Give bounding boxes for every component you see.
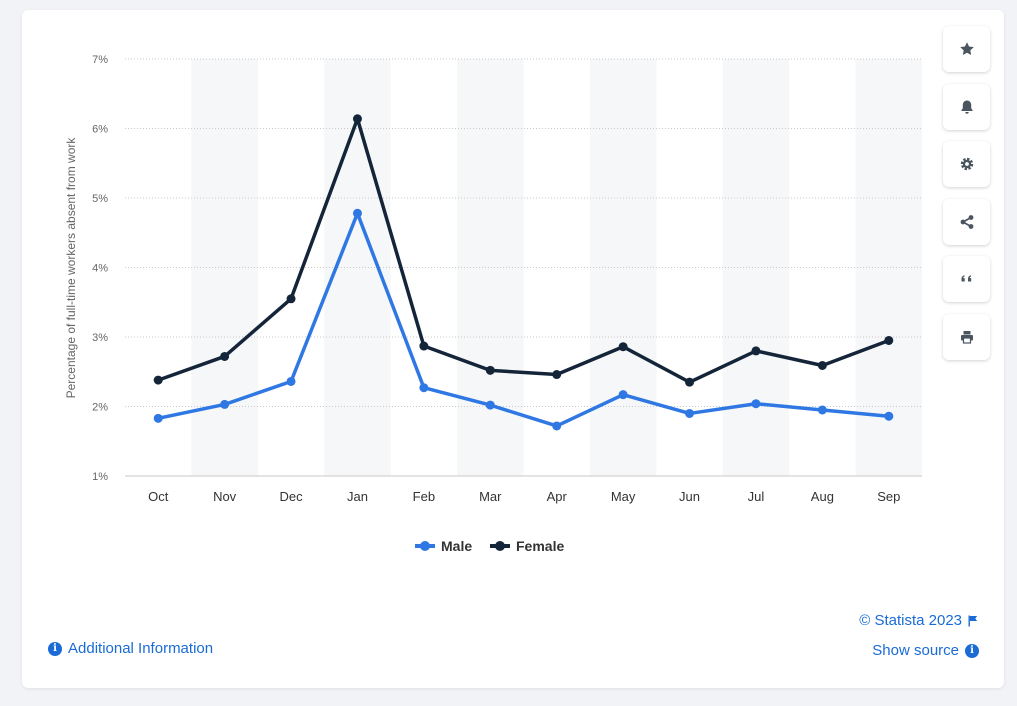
y-axis-label: Percentage of full-time workers absent f… [64,137,78,399]
additional-information-label: Additional Information [68,640,214,657]
share-button[interactable] [943,199,990,245]
additional-information-link[interactable]: i Additional Information [48,640,213,657]
x-tick-label: Apr [547,489,568,504]
female-point[interactable] [352,114,362,124]
legend-label: Female [516,538,564,554]
male-series-line [157,211,889,428]
male-point[interactable] [485,400,495,410]
x-tick-label: Sep [877,489,900,504]
legend-label: Male [441,538,472,554]
legend: Male Female [415,538,564,554]
legend-item-female[interactable]: Female [490,538,564,554]
legend-marker [495,541,505,551]
settings-button[interactable] [943,141,990,187]
x-tick-label: Jan [347,489,368,504]
female-point[interactable] [153,375,163,385]
y-tick-label: 3% [92,332,108,344]
y-tick-label: 5% [92,193,108,205]
male-point[interactable] [884,411,894,421]
y-tick-label: 7% [92,54,108,66]
x-tick-label: Jul [748,489,765,504]
female-point[interactable] [220,351,230,361]
female-point[interactable] [751,346,761,356]
x-tick-label: Mar [479,489,502,504]
male-point[interactable] [685,408,695,418]
female-point[interactable] [485,365,495,375]
male-point[interactable] [153,413,163,423]
y-tick-label: 1% [92,471,108,483]
y-tick-label: 6% [92,124,108,136]
male-point[interactable] [552,421,562,431]
male-point[interactable] [352,208,362,218]
bell-icon [960,100,973,114]
print-icon [960,331,973,344]
show-source-link[interactable]: Show source i [872,642,979,659]
male-point[interactable] [751,399,761,409]
info-icon: i [965,643,979,658]
copyright-link[interactable]: © Statista 2023 [859,612,978,629]
legend-item-male[interactable]: Male [415,538,472,554]
notification-button[interactable] [943,84,990,130]
favorite-button[interactable] [943,26,990,72]
flag-icon [968,615,978,626]
gear-icon [960,157,973,171]
print-button[interactable] [943,314,990,360]
female-point[interactable] [685,377,695,387]
x-tick-label: Oct [148,489,169,504]
male-point[interactable] [817,405,827,415]
female-point[interactable] [286,294,296,304]
x-tick-label: Feb [413,489,435,504]
female-point[interactable] [817,360,827,370]
x-tick-label: Aug [811,489,834,504]
female-point[interactable] [419,341,429,351]
female-series-line [157,117,890,384]
star-icon [959,42,974,55]
x-tick-label: May [611,489,636,504]
male-point[interactable] [419,383,429,393]
male-point[interactable] [220,399,230,409]
copyright-text: © Statista 2023 [859,612,962,629]
show-source-label: Show source [872,642,959,659]
male-point[interactable] [286,376,296,386]
y-tick-label: 2% [92,402,108,414]
info-icon: i [48,641,62,656]
x-tick-label: Nov [213,489,237,504]
x-tick-label: Dec [279,489,303,504]
female-point[interactable] [552,370,562,380]
share-icon [960,215,973,229]
legend-marker [420,541,430,551]
male-point[interactable] [618,390,628,400]
cite-button[interactable] [943,256,990,302]
quote-icon [961,275,971,282]
female-point[interactable] [884,335,894,345]
x-tick-label: Jun [679,489,700,504]
female-point[interactable] [618,342,628,352]
y-tick-label: 4% [92,263,108,275]
